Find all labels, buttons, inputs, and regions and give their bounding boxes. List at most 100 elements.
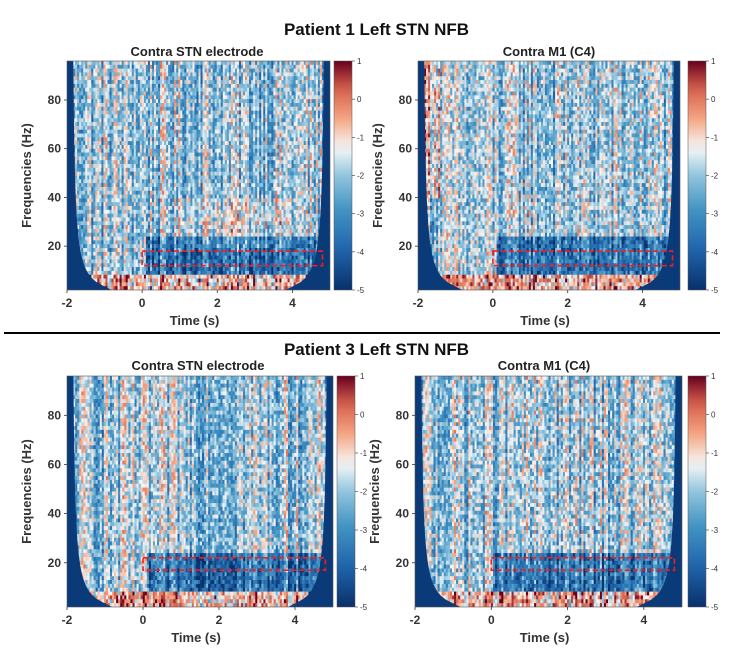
heatmap-cell bbox=[255, 198, 258, 203]
heatmap-cell bbox=[101, 144, 104, 150]
heatmap-cell bbox=[204, 190, 207, 195]
heatmap-cell bbox=[293, 80, 296, 85]
heatmap-cell bbox=[156, 179, 159, 184]
heatmap-cell bbox=[245, 72, 248, 77]
heatmap-cell bbox=[180, 61, 183, 66]
heatmap-cell bbox=[275, 141, 278, 146]
heatmap-cell bbox=[301, 68, 304, 73]
heatmap-cell bbox=[129, 202, 133, 207]
heatmap-cell bbox=[164, 183, 167, 188]
heatmap-cell bbox=[321, 102, 324, 108]
heatmap-cell bbox=[93, 125, 96, 130]
heatmap-cell bbox=[156, 183, 159, 188]
heatmap-cell bbox=[210, 106, 213, 111]
heatmap-cell bbox=[240, 190, 244, 195]
heatmap-cell bbox=[141, 61, 145, 66]
heatmap-cell bbox=[91, 152, 94, 157]
heatmap-cell bbox=[273, 179, 276, 184]
heatmap-cell bbox=[202, 190, 205, 195]
heatmap-cell bbox=[249, 91, 252, 96]
heatmap-cell bbox=[153, 137, 157, 142]
heatmap-cell bbox=[153, 152, 157, 157]
heatmap-cell bbox=[240, 202, 244, 207]
heatmap-cell bbox=[275, 156, 278, 161]
heatmap-cell bbox=[281, 183, 284, 188]
heatmap-cell bbox=[218, 83, 222, 89]
heatmap-cell bbox=[236, 144, 240, 150]
heatmap-cell bbox=[93, 133, 96, 138]
heatmap-cell bbox=[133, 122, 137, 127]
heatmap-cell bbox=[186, 91, 189, 96]
heatmap-cell bbox=[93, 87, 96, 92]
heatmap-cell bbox=[81, 80, 84, 85]
heatmap-cell bbox=[200, 72, 203, 77]
heatmap-cell bbox=[162, 141, 165, 146]
heatmap-cell bbox=[257, 110, 260, 115]
heatmap-cell bbox=[301, 171, 304, 176]
heatmap-cell bbox=[123, 80, 126, 85]
heatmap-cell bbox=[190, 152, 193, 157]
heatmap-cell bbox=[273, 76, 276, 81]
heatmap-cell bbox=[206, 76, 209, 81]
heatmap-cell bbox=[176, 202, 179, 207]
heatmap-cell bbox=[121, 99, 124, 104]
heatmap-cell bbox=[249, 110, 252, 115]
heatmap-cell bbox=[145, 68, 149, 73]
heatmap-cell bbox=[170, 118, 173, 123]
heatmap-cell bbox=[186, 198, 189, 203]
heatmap-cell bbox=[222, 137, 226, 142]
heatmap-cell bbox=[255, 190, 258, 195]
heatmap-cell bbox=[253, 144, 256, 150]
heatmap-cell bbox=[289, 175, 292, 180]
heatmap-cell bbox=[109, 194, 112, 199]
heatmap-cell bbox=[109, 114, 112, 119]
heatmap-cell bbox=[85, 125, 88, 130]
heatmap-cell bbox=[162, 175, 165, 180]
heatmap-cell bbox=[77, 106, 80, 111]
heatmap-cell bbox=[261, 133, 264, 138]
heatmap-cell bbox=[101, 179, 104, 184]
heatmap-cell bbox=[313, 144, 317, 150]
heatmap-cell bbox=[243, 179, 246, 184]
heatmap-cell bbox=[289, 118, 292, 123]
heatmap-cell bbox=[317, 72, 321, 77]
heatmap-cell bbox=[174, 164, 177, 169]
heatmap-cell bbox=[253, 122, 256, 127]
heatmap-cell bbox=[216, 80, 220, 85]
heatmap-cell bbox=[172, 160, 175, 165]
heatmap-cell bbox=[277, 83, 280, 89]
heatmap-cell bbox=[196, 87, 199, 92]
heatmap-cell bbox=[206, 80, 209, 85]
heatmap-cell bbox=[297, 183, 300, 188]
heatmap-cell bbox=[192, 137, 195, 142]
heatmap-cell bbox=[176, 144, 179, 150]
heatmap-cell bbox=[222, 148, 226, 153]
heatmap-cell bbox=[196, 186, 199, 192]
heatmap-cell bbox=[245, 91, 248, 96]
heatmap-cell bbox=[283, 175, 286, 180]
heatmap-cell bbox=[77, 129, 80, 134]
heatmap-cell bbox=[267, 129, 270, 134]
heatmap-cell bbox=[271, 148, 274, 153]
heatmap-cell bbox=[151, 175, 155, 180]
heatmap-cell bbox=[263, 160, 266, 165]
heatmap-cell bbox=[289, 171, 292, 176]
heatmap-cell bbox=[89, 141, 92, 146]
heatmap-cell bbox=[79, 91, 82, 96]
heatmap-cell bbox=[226, 160, 230, 165]
heatmap-cell bbox=[273, 125, 276, 130]
heatmap-cell bbox=[289, 141, 292, 146]
heatmap-cell bbox=[319, 83, 323, 89]
heatmap-cell bbox=[168, 106, 171, 111]
heatmap-cell bbox=[293, 194, 296, 199]
heatmap-cell bbox=[238, 64, 242, 69]
heatmap-cell bbox=[293, 183, 296, 188]
heatmap-cell bbox=[194, 61, 197, 66]
heatmap-cell bbox=[305, 194, 309, 199]
heatmap-cell bbox=[210, 179, 213, 184]
heatmap-cell bbox=[97, 190, 100, 195]
heatmap-cell bbox=[309, 122, 313, 127]
heatmap-cell bbox=[81, 76, 84, 81]
heatmap-cell bbox=[267, 110, 270, 115]
heatmap-cell bbox=[212, 106, 215, 111]
